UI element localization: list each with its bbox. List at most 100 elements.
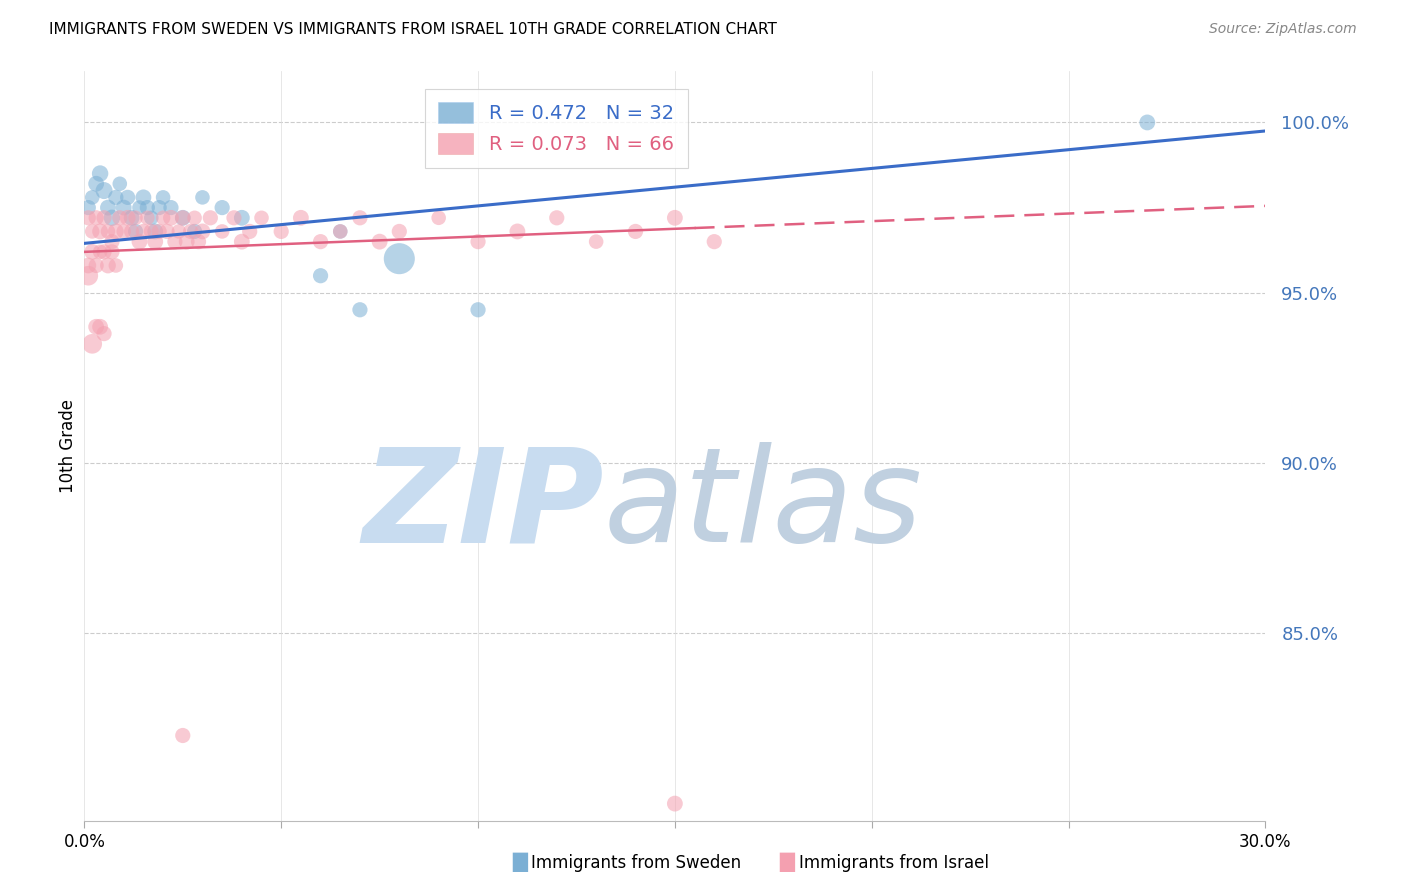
Point xyxy=(388,224,411,238)
Point xyxy=(200,211,222,225)
Point xyxy=(84,319,107,334)
Point xyxy=(191,224,214,238)
Point xyxy=(77,268,100,283)
Point xyxy=(77,211,100,225)
Point xyxy=(148,224,170,238)
Point xyxy=(112,201,135,215)
Point xyxy=(97,224,120,238)
Point xyxy=(309,268,332,283)
Point xyxy=(141,211,163,225)
Point xyxy=(187,235,209,249)
Point xyxy=(148,201,170,215)
Point xyxy=(156,224,179,238)
Point xyxy=(183,224,205,238)
Point xyxy=(467,302,489,317)
Point xyxy=(664,797,686,811)
Point xyxy=(329,224,352,238)
Point xyxy=(124,211,146,225)
Point xyxy=(121,224,143,238)
Point xyxy=(108,177,131,191)
Point xyxy=(97,201,120,215)
Point xyxy=(349,211,371,225)
Point xyxy=(82,190,104,204)
Point xyxy=(585,235,607,249)
Point xyxy=(136,211,159,225)
Text: █: █ xyxy=(779,853,794,872)
Point xyxy=(172,729,194,743)
Point xyxy=(101,211,124,225)
Point xyxy=(239,224,262,238)
Point xyxy=(82,244,104,259)
Text: IMMIGRANTS FROM SWEDEN VS IMMIGRANTS FROM ISRAEL 10TH GRADE CORRELATION CHART: IMMIGRANTS FROM SWEDEN VS IMMIGRANTS FRO… xyxy=(49,22,778,37)
Point xyxy=(290,211,312,225)
Point xyxy=(77,259,100,273)
Point xyxy=(136,201,159,215)
Point xyxy=(124,224,146,238)
Point xyxy=(141,224,163,238)
Point xyxy=(191,190,214,204)
Point xyxy=(77,201,100,215)
Point xyxy=(82,224,104,238)
Point xyxy=(172,211,194,225)
Point xyxy=(132,224,155,238)
Point xyxy=(93,244,115,259)
Text: Immigrants from Israel: Immigrants from Israel xyxy=(799,855,988,872)
Point xyxy=(270,224,292,238)
Point xyxy=(97,259,120,273)
Point xyxy=(84,177,107,191)
Text: atlas: atlas xyxy=(605,442,922,569)
Point xyxy=(143,224,166,238)
Point xyxy=(664,211,686,225)
Point xyxy=(388,252,411,266)
Point xyxy=(104,224,127,238)
Point xyxy=(163,235,186,249)
Text: ZIP: ZIP xyxy=(363,442,605,569)
Point xyxy=(172,211,194,225)
Point xyxy=(211,224,233,238)
Text: Immigrants from Sweden: Immigrants from Sweden xyxy=(531,855,741,872)
Point xyxy=(89,167,111,181)
Point xyxy=(84,211,107,225)
Point xyxy=(222,211,245,225)
Point xyxy=(117,211,139,225)
Point xyxy=(93,184,115,198)
Point xyxy=(93,326,115,341)
Point xyxy=(128,235,150,249)
Y-axis label: 10th Grade: 10th Grade xyxy=(59,399,77,493)
Point xyxy=(309,235,332,249)
Point xyxy=(1136,115,1159,129)
Point xyxy=(104,259,127,273)
Point xyxy=(329,224,352,238)
Legend: R = 0.472   N = 32, R = 0.073   N = 66: R = 0.472 N = 32, R = 0.073 N = 66 xyxy=(425,88,688,168)
Point xyxy=(160,211,183,225)
Point xyxy=(231,211,253,225)
Point xyxy=(101,235,124,249)
Point xyxy=(250,211,273,225)
Point xyxy=(89,244,111,259)
Point xyxy=(183,211,205,225)
Point xyxy=(101,244,124,259)
Point xyxy=(160,201,183,215)
Point xyxy=(152,211,174,225)
Point xyxy=(546,211,568,225)
Text: █: █ xyxy=(512,853,527,872)
Text: Source: ZipAtlas.com: Source: ZipAtlas.com xyxy=(1209,22,1357,37)
Point xyxy=(427,211,450,225)
Point xyxy=(167,224,190,238)
Point xyxy=(467,235,489,249)
Point xyxy=(128,201,150,215)
Point xyxy=(121,211,143,225)
Point xyxy=(176,235,198,249)
Point xyxy=(211,201,233,215)
Point xyxy=(180,224,202,238)
Point xyxy=(117,190,139,204)
Point xyxy=(506,224,529,238)
Point xyxy=(231,235,253,249)
Point xyxy=(84,259,107,273)
Point xyxy=(82,336,104,351)
Point xyxy=(132,190,155,204)
Point xyxy=(368,235,391,249)
Point xyxy=(108,211,131,225)
Point xyxy=(93,211,115,225)
Point xyxy=(104,190,127,204)
